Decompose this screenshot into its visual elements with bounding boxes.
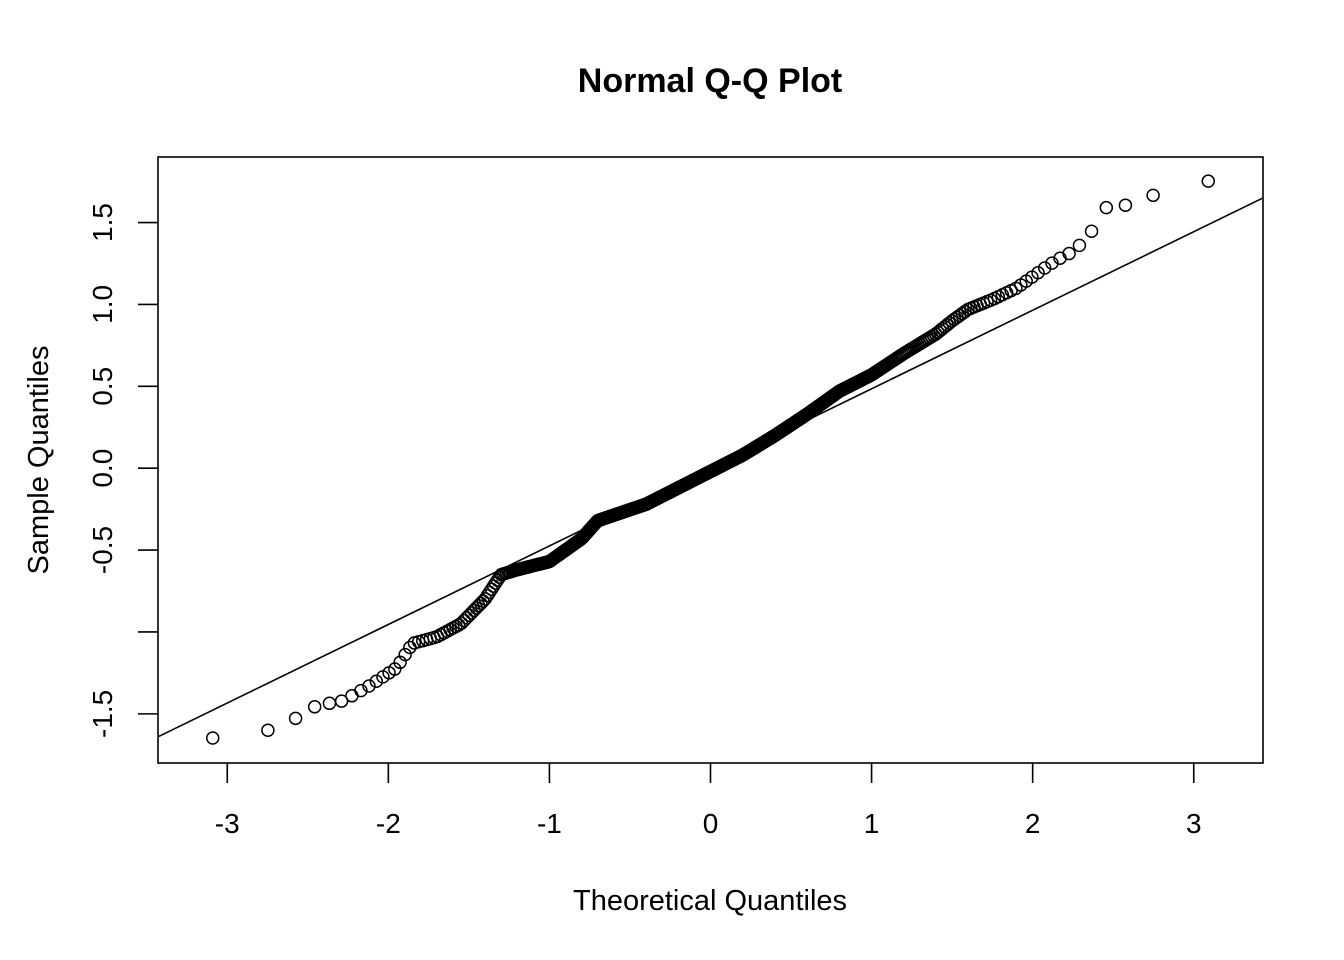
- qq-point: [474, 596, 488, 611]
- qq-point: [1062, 246, 1076, 261]
- chart-title: Normal Q-Q Plot: [578, 62, 842, 100]
- x-tick-label: 3: [1186, 808, 1202, 839]
- qq-point: [362, 679, 376, 693]
- x-tick-label: -2: [376, 808, 401, 839]
- qq-point: [467, 603, 481, 618]
- qq-point: [457, 613, 471, 628]
- plot-frame: [157, 156, 1264, 764]
- qq-point: [1031, 265, 1045, 280]
- y-axis: -1.5 -0.5 0.0 0.5 1.0 1.5: [87, 203, 158, 738]
- x-tick-label: 0: [703, 808, 719, 839]
- qq-point: [1037, 261, 1052, 275]
- qq-point: [1146, 188, 1160, 203]
- x-tick-label: -3: [215, 808, 240, 839]
- qq-point: [322, 696, 337, 711]
- qq-point: [334, 694, 349, 708]
- qq-point: [205, 731, 220, 745]
- qq-point: [469, 601, 484, 615]
- qq-point: [369, 674, 384, 688]
- qq-point: [1084, 224, 1099, 239]
- x-axis-label: Theoretical Quantiles: [573, 885, 847, 917]
- points-layer: [205, 174, 1216, 745]
- y-tick-label: 0.5: [87, 367, 118, 406]
- qq-point: [398, 647, 412, 662]
- y-tick-label: 1.5: [87, 203, 118, 242]
- x-tick-label: 1: [864, 808, 880, 839]
- x-tick-label: 2: [1025, 808, 1041, 839]
- y-axis-label: Sample Quantiles: [23, 346, 55, 575]
- qq-point: [462, 608, 476, 623]
- y-tick-label: -1.5: [87, 690, 118, 738]
- qq-point: [1072, 238, 1087, 253]
- qq-point: [459, 611, 474, 625]
- x-axis: -3 -2 -1 0 1 2 3: [215, 763, 1202, 839]
- y-tick-label: 1.0: [87, 285, 118, 324]
- y-tick-label: -0.5: [87, 526, 118, 574]
- qq-point: [307, 700, 322, 714]
- qq-point: [1099, 200, 1114, 215]
- x-tick-label: -1: [537, 808, 562, 839]
- qq-point: [1201, 174, 1216, 188]
- qq-point: [464, 606, 479, 620]
- qq-point: [288, 711, 303, 726]
- y-tick-label: 0.0: [87, 449, 118, 488]
- qq-point: [261, 723, 275, 738]
- qq-point: [354, 683, 368, 698]
- qq-point: [345, 689, 359, 703]
- qq-point: [1118, 198, 1133, 212]
